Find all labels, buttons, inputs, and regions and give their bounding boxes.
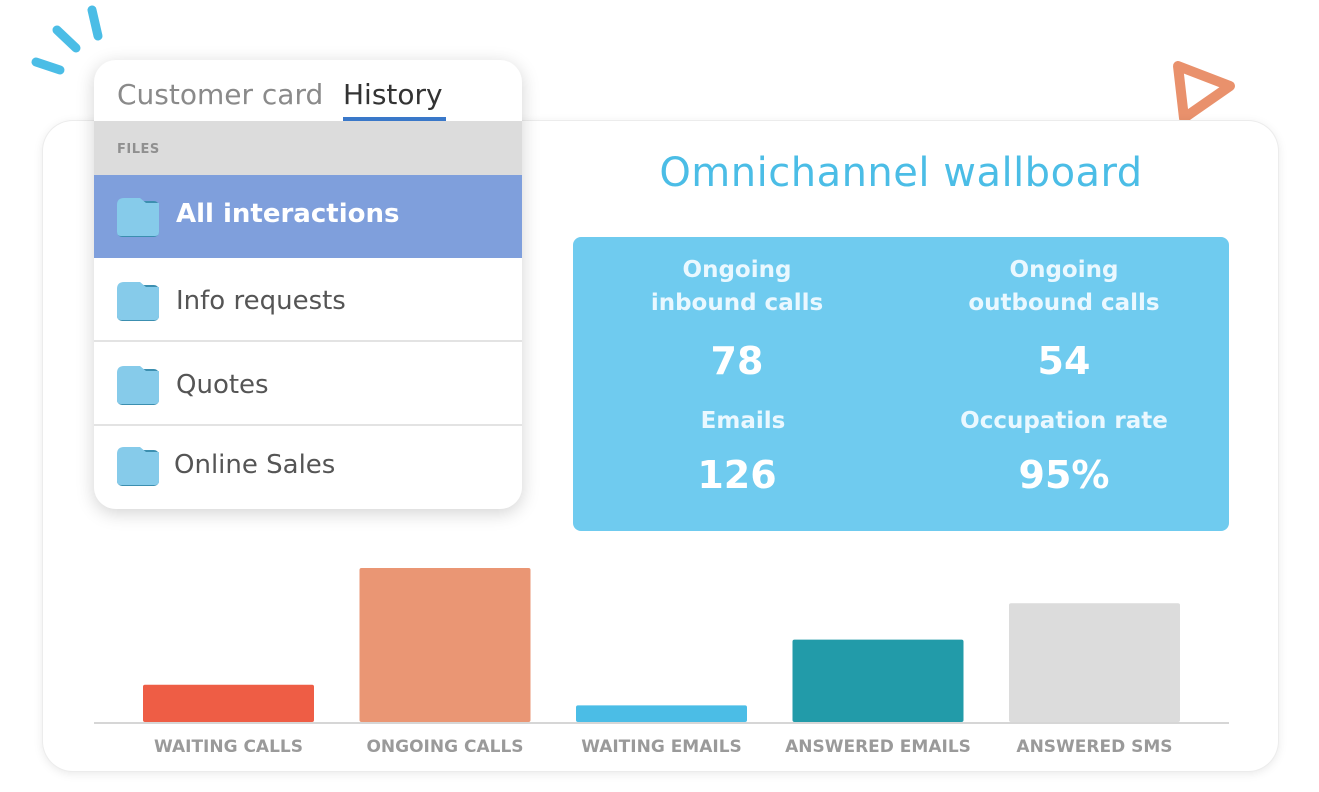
folder-icon: [117, 447, 159, 486]
play-triangle-icon: [1173, 61, 1235, 123]
stat-occupation-label: Occupation rate: [960, 408, 1168, 434]
stat-inbound-label: Ongoing inbound calls: [650, 257, 824, 316]
folder-icon: [117, 366, 159, 405]
file-item-label: Quotes: [176, 370, 269, 400]
burst-decoration-icon: [31, 5, 103, 75]
file-item-label: Info requests: [176, 286, 346, 316]
file-item-label: All interactions: [176, 199, 400, 229]
folder-icon: [117, 282, 159, 321]
stat-outbound-label: Ongoing outbound calls: [968, 257, 1160, 316]
file-item-info-requests[interactable]: Info requests: [94, 258, 522, 342]
stat-emails-value: 126: [697, 453, 777, 497]
stat-outbound-value: 54: [1037, 339, 1091, 383]
file-item-quotes[interactable]: Quotes: [94, 342, 522, 426]
stats-panel: Ongoing inbound calls 78 Ongoing outboun…: [573, 237, 1229, 531]
files-panel: Customer card History FILES All interact…: [94, 60, 522, 509]
file-item-label: Online Sales: [174, 450, 336, 480]
file-item-all-interactions[interactable]: All interactions: [94, 175, 522, 258]
stat-occupation-value: 95%: [1018, 453, 1110, 497]
file-item-online-sales[interactable]: Online Sales: [94, 426, 522, 508]
tab-customer-card[interactable]: Customer card: [117, 78, 324, 111]
stat-emails-label: Emails: [700, 408, 786, 434]
active-tab-indicator: [343, 117, 446, 121]
stat-inbound-value: 78: [710, 339, 764, 383]
files-section-header: FILES: [94, 121, 522, 175]
tab-history[interactable]: History: [343, 78, 443, 111]
wallboard-title: Omnichannel wallboard: [659, 150, 1143, 196]
folder-icon: [117, 198, 159, 237]
